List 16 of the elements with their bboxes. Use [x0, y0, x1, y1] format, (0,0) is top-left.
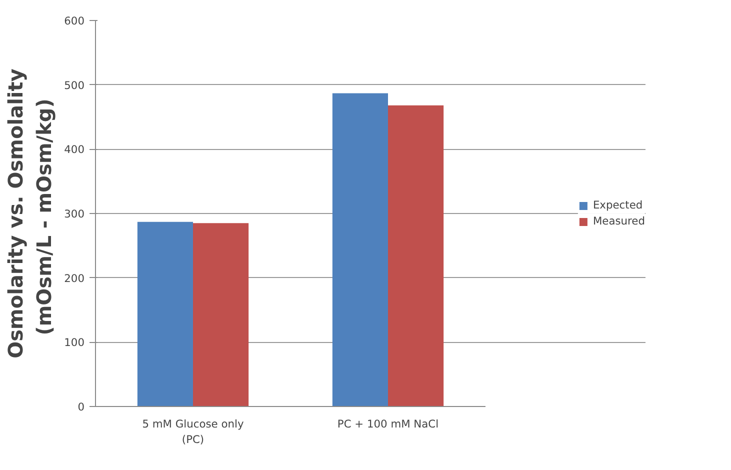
bar	[137, 222, 193, 406]
y-tick-label: 100	[64, 336, 85, 350]
bar	[193, 223, 249, 406]
y-axis-title: Osmolarity vs. Osmolality (mOsm/L - mOsm/kg)	[3, 68, 56, 358]
y-tick-label: 300	[64, 208, 85, 220]
legend-label: Measured	[592, 214, 645, 228]
legend-label: Expected	[592, 198, 643, 212]
x-tick-label: 5 mM Glucose only (PC)	[142, 418, 244, 446]
y-tick-label: 500	[64, 78, 85, 92]
y-tick-label: 400	[64, 143, 85, 156]
bar	[388, 105, 444, 406]
x-tick-label: PC + 100 mM NaCl	[337, 418, 439, 430]
y-tick-label: 600	[64, 14, 85, 28]
y-tick-label: 200	[64, 272, 85, 285]
y-tick-label: 0	[78, 400, 85, 414]
bar	[332, 93, 388, 406]
